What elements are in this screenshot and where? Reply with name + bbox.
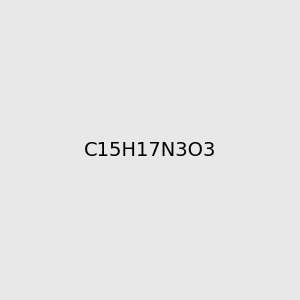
Text: C15H17N3O3: C15H17N3O3	[84, 140, 216, 160]
